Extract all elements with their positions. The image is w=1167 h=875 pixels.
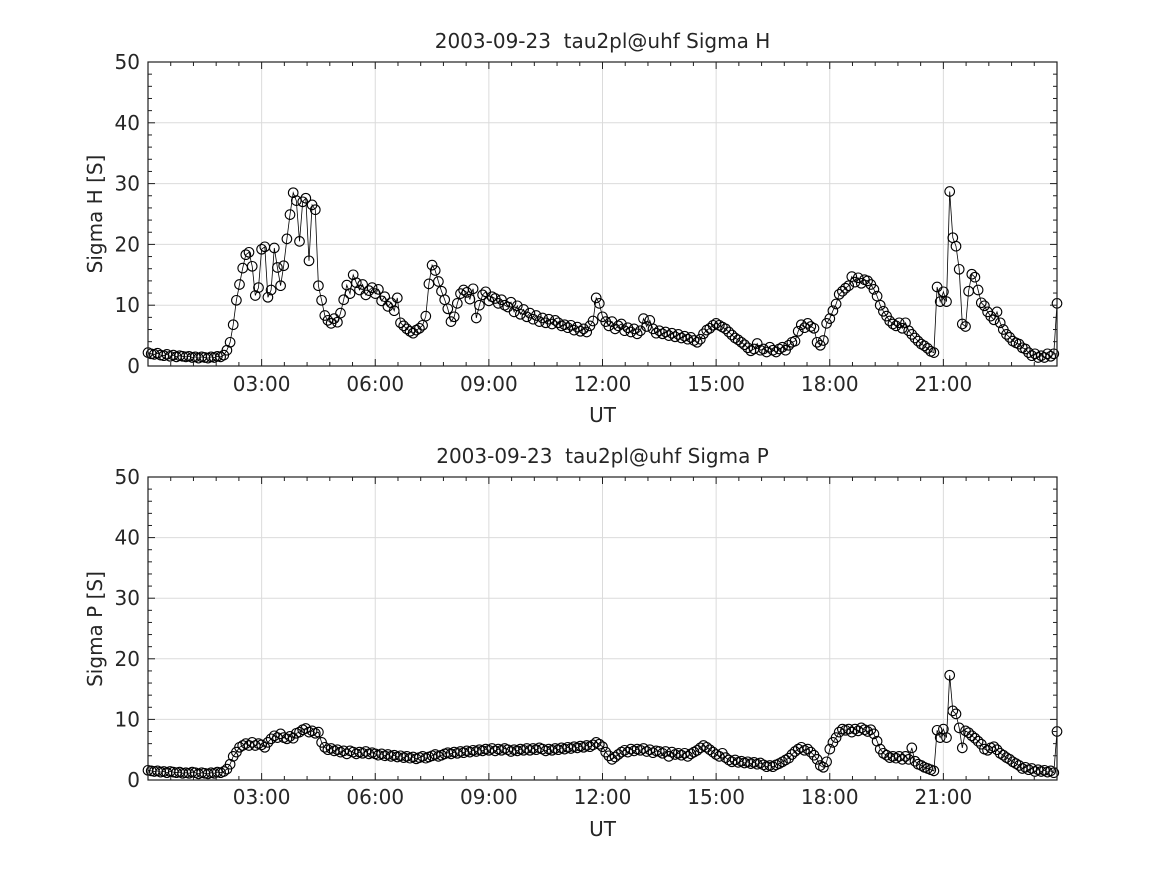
series-markers [142,669,1063,780]
svg-text:10: 10 [115,293,140,317]
svg-text:20: 20 [115,647,140,671]
sigma-p-xlabel: UT [589,817,616,841]
svg-text:0: 0 [127,768,140,792]
svg-text:18:00: 18:00 [801,372,859,396]
grid-lines [148,62,1057,366]
sigma-h-ylabel: Sigma H [S] [83,154,107,274]
axis-ticks [148,476,1057,781]
svg-text:50: 50 [115,465,140,489]
plot-box [147,476,1058,781]
svg-text:09:00: 09:00 [460,785,518,809]
svg-text:15:00: 15:00 [687,785,745,809]
svg-text:21:00: 21:00 [915,372,973,396]
svg-text:20: 20 [115,232,140,256]
sigma-h-title: 2003-09-23 tau2pl@uhf Sigma H [434,29,771,53]
svg-text:21:00: 21:00 [915,785,973,809]
svg-text:50: 50 [115,50,140,74]
svg-text:30: 30 [115,172,140,196]
axis-ticks [148,61,1057,367]
x-tick-labels: 03:00 06:00 09:00 12:00 15:00 18:00 21:00 [233,785,972,809]
svg-text:12:00: 12:00 [574,785,632,809]
svg-text:06:00: 06:00 [346,372,404,396]
svg-text:40: 40 [115,526,140,550]
svg-text:18:00: 18:00 [801,785,859,809]
grid-lines [148,477,1057,780]
svg-text:15:00: 15:00 [687,372,745,396]
sigma-p-plot: 03:00 06:00 09:00 12:00 15:00 18:00 21:00 0 10 20… [115,465,1063,809]
svg-text:03:00: 03:00 [233,785,291,809]
svg-text:0: 0 [127,354,140,378]
x-tick-labels: 03:00 06:00 09:00 12:00 15:00 18:00 21:00 [233,372,972,396]
plot-box [147,61,1058,367]
svg-text:30: 30 [115,586,140,610]
svg-text:40: 40 [115,111,140,135]
svg-text:09:00: 09:00 [460,372,518,396]
svg-text:10: 10 [115,707,140,731]
sigma-h-plot: 03:00 06:00 09:00 12:00 15:00 18:00 21:00 0 10 20… [115,50,1063,396]
svg-text:12:00: 12:00 [574,372,632,396]
svg-text:06:00: 06:00 [346,785,404,809]
y-tick-labels: 0 10 20 30 40 50 [115,50,140,378]
sigma-p-title: 2003-09-23 tau2pl@uhf Sigma P [436,444,769,468]
series-line [147,191,1058,359]
sigma-h-xlabel: UT [589,403,616,427]
series-markers [142,186,1063,364]
sigma-p-ylabel: Sigma P [S] [83,571,107,687]
y-tick-labels: 0 10 20 30 40 50 [115,465,140,792]
svg-text:03:00: 03:00 [233,372,291,396]
